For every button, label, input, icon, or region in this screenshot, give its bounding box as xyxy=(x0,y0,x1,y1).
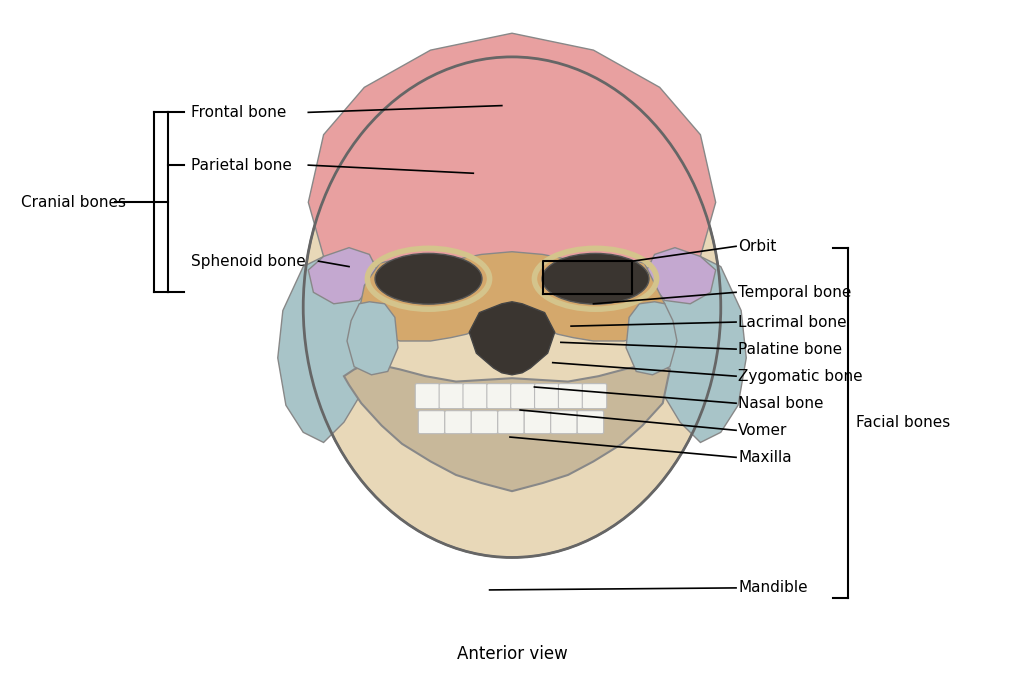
FancyBboxPatch shape xyxy=(558,383,583,409)
FancyBboxPatch shape xyxy=(524,411,551,434)
Text: Cranial bones: Cranial bones xyxy=(22,195,126,210)
Polygon shape xyxy=(347,301,398,375)
Text: Parietal bone: Parietal bone xyxy=(191,158,292,173)
Text: Nasal bone: Nasal bone xyxy=(738,396,823,411)
Polygon shape xyxy=(278,256,375,443)
Ellipse shape xyxy=(542,254,649,304)
FancyBboxPatch shape xyxy=(416,383,439,409)
Text: Facial bones: Facial bones xyxy=(856,415,950,430)
FancyBboxPatch shape xyxy=(578,411,604,434)
Text: Palatine bone: Palatine bone xyxy=(738,342,842,357)
FancyBboxPatch shape xyxy=(498,411,524,434)
Polygon shape xyxy=(308,248,380,303)
Polygon shape xyxy=(644,248,716,303)
Polygon shape xyxy=(626,301,677,375)
FancyBboxPatch shape xyxy=(486,383,511,409)
FancyBboxPatch shape xyxy=(471,411,498,434)
Polygon shape xyxy=(649,256,746,443)
Text: Lacrimal bone: Lacrimal bone xyxy=(738,314,847,329)
FancyBboxPatch shape xyxy=(535,383,559,409)
Text: Temporal bone: Temporal bone xyxy=(738,285,852,300)
Text: Orbit: Orbit xyxy=(738,239,776,254)
Polygon shape xyxy=(359,252,665,341)
Ellipse shape xyxy=(303,57,721,557)
Text: Vomer: Vomer xyxy=(738,423,787,438)
Text: Maxilla: Maxilla xyxy=(738,450,792,465)
FancyBboxPatch shape xyxy=(444,411,471,434)
Polygon shape xyxy=(344,363,670,491)
Polygon shape xyxy=(469,301,555,375)
FancyBboxPatch shape xyxy=(418,411,444,434)
FancyBboxPatch shape xyxy=(439,383,464,409)
Ellipse shape xyxy=(375,254,482,304)
FancyBboxPatch shape xyxy=(551,411,578,434)
FancyBboxPatch shape xyxy=(511,383,536,409)
Polygon shape xyxy=(308,33,716,267)
Text: Sphenoid bone: Sphenoid bone xyxy=(191,254,306,269)
FancyBboxPatch shape xyxy=(463,383,487,409)
Text: Zygomatic bone: Zygomatic bone xyxy=(738,369,862,384)
FancyBboxPatch shape xyxy=(583,383,606,409)
Text: Anterior view: Anterior view xyxy=(457,644,567,662)
Text: Mandible: Mandible xyxy=(738,580,808,595)
Text: Frontal bone: Frontal bone xyxy=(191,105,287,120)
